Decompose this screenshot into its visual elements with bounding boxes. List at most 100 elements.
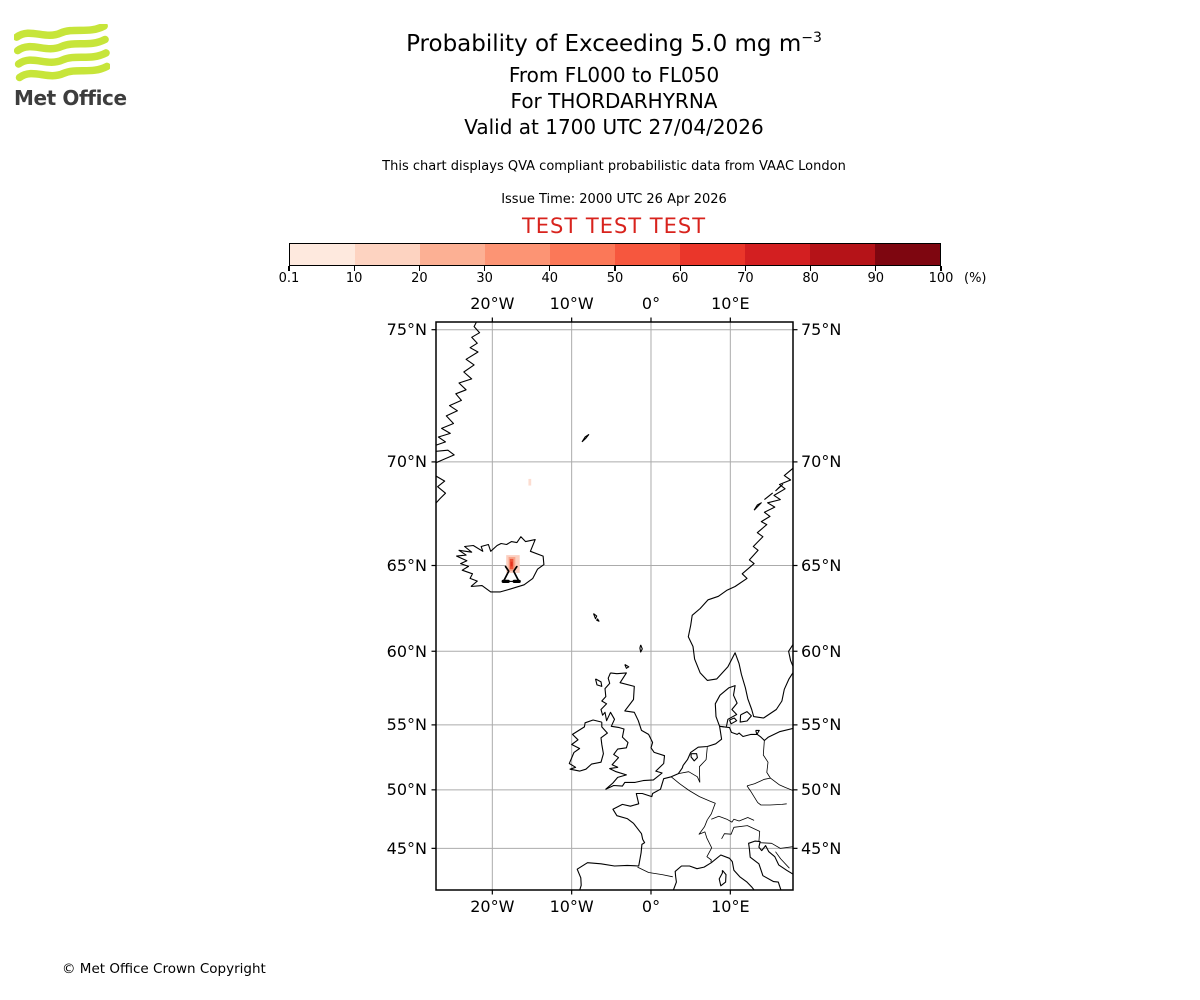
coastline bbox=[728, 717, 738, 725]
country-border bbox=[670, 776, 716, 821]
coastline bbox=[596, 618, 600, 622]
colorbar-tick-label: 90 bbox=[867, 271, 885, 286]
page-title: Probability of Exceeding 5.0 mg m−3 bbox=[114, 30, 1114, 57]
coastline bbox=[764, 492, 773, 501]
country-border bbox=[699, 747, 708, 783]
country-border bbox=[762, 739, 771, 779]
colorbar-segment bbox=[680, 244, 745, 265]
country-border bbox=[637, 866, 673, 878]
colorbar-segment bbox=[550, 244, 615, 265]
coastline bbox=[639, 644, 643, 653]
title-exponent: −3 bbox=[801, 30, 822, 46]
colorbar-tick bbox=[418, 266, 420, 271]
lon-label: 10°E bbox=[711, 897, 750, 916]
colorbar-segment bbox=[810, 244, 875, 265]
lon-label: 0° bbox=[641, 294, 661, 313]
lat-label: 55°N bbox=[386, 715, 427, 735]
coastline bbox=[600, 672, 666, 790]
country-border bbox=[746, 777, 793, 791]
colorbar-tick bbox=[288, 266, 290, 271]
coastline bbox=[753, 502, 762, 511]
lat-label: 60°N bbox=[801, 641, 842, 661]
lat-label: 50°N bbox=[386, 780, 427, 800]
met-office-logo: Met Office bbox=[12, 22, 127, 110]
colorbar-segment bbox=[745, 244, 810, 265]
lat-label: 65°N bbox=[386, 556, 427, 575]
coastline bbox=[436, 449, 455, 464]
colorbar-segment bbox=[355, 244, 420, 265]
colorbar-tick bbox=[940, 266, 942, 271]
lon-label: 0° bbox=[641, 897, 661, 916]
subtitle-valid-time: Valid at 1700 UTC 27/04/2026 bbox=[464, 115, 764, 139]
probability-cell bbox=[528, 478, 532, 486]
lat-label: 65°N bbox=[801, 556, 842, 575]
colorbar-tick-label: 30 bbox=[476, 271, 493, 286]
country-border bbox=[719, 725, 727, 728]
coastline bbox=[568, 719, 608, 772]
coastline bbox=[788, 643, 793, 668]
lon-label: 10°W bbox=[549, 294, 594, 313]
issue-time-text: Issue Time: 2000 UTC 26 Apr 2026 bbox=[501, 192, 727, 207]
title-main: Probability of Exceeding 5.0 mg m bbox=[406, 31, 802, 57]
coastline bbox=[687, 467, 793, 719]
coastline bbox=[690, 753, 698, 762]
country-border bbox=[678, 771, 701, 783]
colorbar-tick bbox=[484, 266, 486, 271]
volcano-marker-icon bbox=[501, 565, 521, 584]
colorbar-tick-label: 70 bbox=[737, 271, 754, 286]
lat-label: 70°N bbox=[386, 452, 427, 472]
colorbar-tick-label: 20 bbox=[411, 271, 428, 286]
lat-label: 75°N bbox=[801, 320, 842, 340]
lat-label: 50°N bbox=[801, 780, 842, 800]
colorbar-tick bbox=[679, 266, 681, 271]
colorbar-segment bbox=[485, 244, 550, 265]
test-banner: TEST TEST TEST bbox=[521, 214, 707, 238]
colorbar-tick-label: 50 bbox=[606, 271, 624, 286]
colorbar-tick bbox=[614, 266, 616, 271]
colorbar-tick bbox=[353, 266, 355, 271]
colorbar-tick bbox=[744, 266, 746, 271]
coastline bbox=[436, 322, 481, 446]
lat-label: 60°N bbox=[386, 641, 427, 661]
lon-label: 10°W bbox=[549, 897, 594, 916]
lat-label: 70°N bbox=[801, 452, 842, 472]
colorbar-segment bbox=[290, 244, 355, 265]
percent-unit-label: (%) bbox=[964, 271, 987, 286]
probability-colorbar bbox=[289, 243, 941, 266]
country-border bbox=[698, 819, 713, 863]
lon-label: 20°W bbox=[470, 294, 515, 313]
country-border bbox=[759, 842, 793, 849]
coastline bbox=[672, 854, 755, 890]
colorbar-tick bbox=[810, 266, 812, 271]
coastline bbox=[718, 869, 727, 887]
coastline bbox=[456, 536, 545, 593]
subtitle-volcano: For THORDARHYRNA bbox=[510, 89, 718, 113]
colorbar-tick-label: 80 bbox=[802, 271, 819, 286]
lat-label: 45°N bbox=[386, 838, 427, 858]
lat-label: 55°N bbox=[801, 715, 842, 735]
country-border bbox=[711, 815, 755, 823]
copyright-text: © Met Office Crown Copyright bbox=[62, 961, 266, 977]
map-background bbox=[436, 322, 793, 890]
probability-cell bbox=[510, 561, 513, 567]
coastline bbox=[436, 475, 447, 504]
met-office-waves-icon bbox=[12, 22, 111, 82]
country-border bbox=[775, 851, 790, 869]
colorbar-tick bbox=[549, 266, 551, 271]
map-panel bbox=[431, 317, 798, 895]
country-border bbox=[746, 785, 787, 806]
coastline bbox=[748, 840, 793, 890]
coastline bbox=[739, 711, 752, 723]
colorbar-tick-label: 100 bbox=[928, 271, 954, 286]
colorbar-tick bbox=[875, 266, 877, 271]
coastline bbox=[592, 613, 598, 620]
met-office-logo-text: Met Office bbox=[14, 86, 127, 110]
lat-label: 75°N bbox=[386, 320, 427, 340]
coastline bbox=[594, 678, 603, 687]
subtitle-flight-levels: From FL000 to FL050 bbox=[508, 63, 720, 87]
map-frame bbox=[435, 321, 794, 891]
coastline bbox=[581, 434, 590, 443]
subtitle-block: From FL000 to FL050 For THORDARHYRNA Val… bbox=[114, 62, 1114, 140]
coastline bbox=[775, 483, 784, 492]
